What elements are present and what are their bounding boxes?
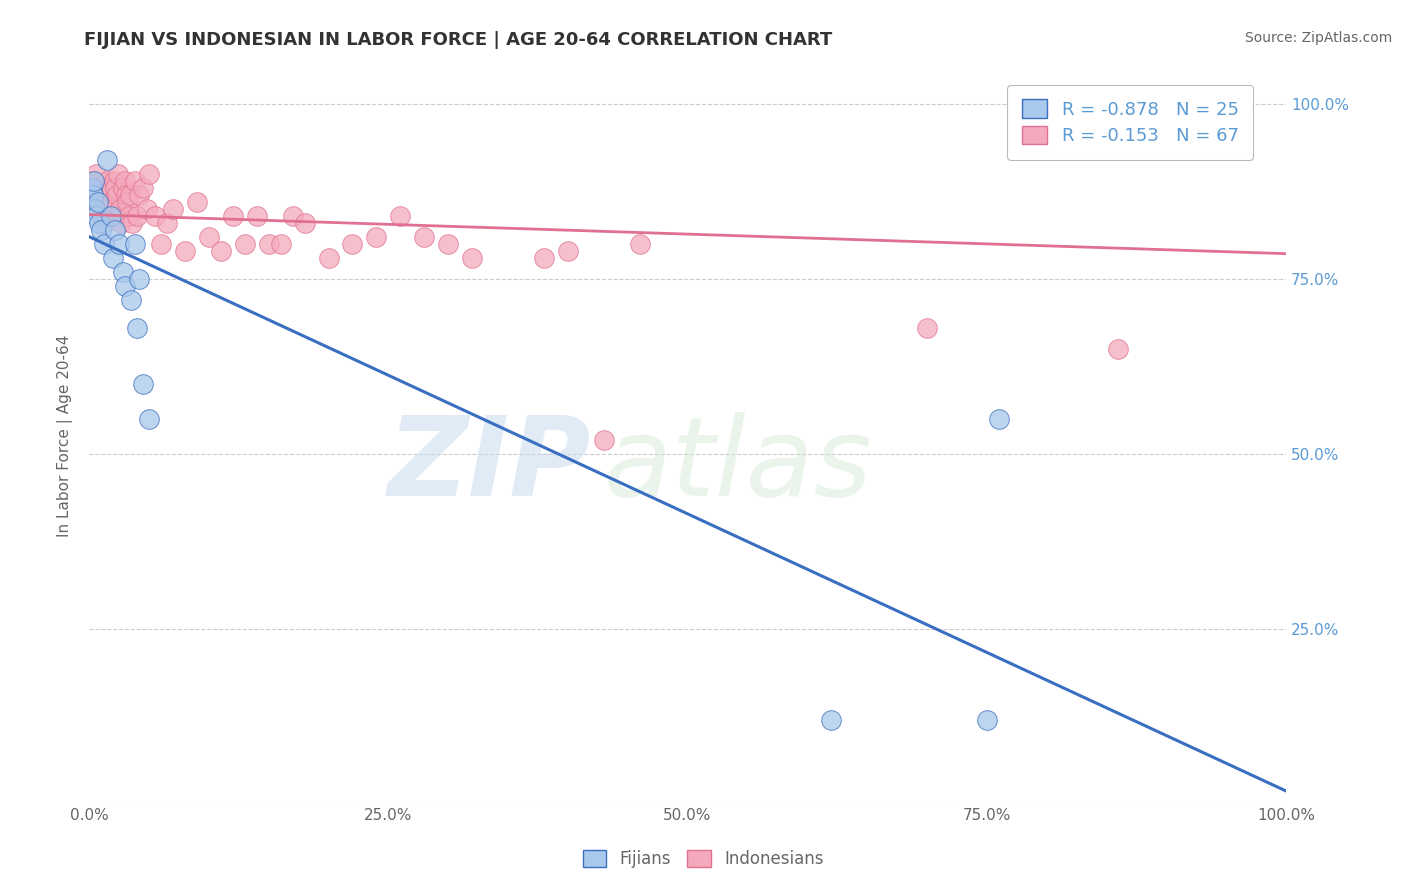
Point bbox=[128, 271, 150, 285]
Point bbox=[80, 180, 103, 194]
Point bbox=[118, 187, 141, 202]
Point bbox=[915, 320, 938, 334]
Point bbox=[257, 236, 280, 251]
Text: Source: ZipAtlas.com: Source: ZipAtlas.com bbox=[1244, 31, 1392, 45]
Point bbox=[125, 209, 148, 223]
Point bbox=[86, 167, 108, 181]
Point bbox=[101, 202, 124, 216]
Point bbox=[162, 202, 184, 216]
Point bbox=[533, 251, 555, 265]
Point bbox=[125, 320, 148, 334]
Point bbox=[149, 236, 172, 251]
Point bbox=[1107, 342, 1129, 356]
Point bbox=[222, 209, 245, 223]
Point bbox=[96, 153, 118, 167]
Point bbox=[93, 236, 115, 251]
Point bbox=[86, 209, 108, 223]
Point bbox=[98, 187, 121, 202]
Point bbox=[110, 215, 132, 229]
Y-axis label: In Labor Force | Age 20-64: In Labor Force | Age 20-64 bbox=[58, 334, 73, 537]
Point bbox=[128, 187, 150, 202]
Point bbox=[987, 411, 1010, 425]
Point bbox=[143, 209, 166, 223]
Legend: R = -0.878   N = 25, R = -0.153   N = 67: R = -0.878 N = 25, R = -0.153 N = 67 bbox=[1007, 85, 1253, 160]
Text: FIJIAN VS INDONESIAN IN LABOR FORCE | AGE 20-64 CORRELATION CHART: FIJIAN VS INDONESIAN IN LABOR FORCE | AG… bbox=[84, 31, 832, 49]
Point bbox=[107, 167, 129, 181]
Point bbox=[110, 202, 132, 216]
Point bbox=[84, 194, 107, 209]
Point bbox=[100, 209, 122, 223]
Point bbox=[82, 180, 104, 194]
Point bbox=[156, 215, 179, 229]
Point bbox=[281, 209, 304, 223]
Point bbox=[209, 244, 232, 258]
Point bbox=[138, 411, 160, 425]
Point bbox=[132, 376, 155, 391]
Point bbox=[108, 209, 131, 223]
Point bbox=[111, 264, 134, 278]
Point bbox=[89, 194, 111, 209]
Point bbox=[93, 194, 115, 209]
Point bbox=[108, 236, 131, 251]
Point bbox=[111, 180, 134, 194]
Point bbox=[366, 229, 388, 244]
Point bbox=[105, 187, 128, 202]
Point bbox=[93, 215, 115, 229]
Text: ZIP: ZIP bbox=[388, 412, 592, 519]
Point bbox=[84, 202, 107, 216]
Point bbox=[342, 236, 364, 251]
Point bbox=[270, 236, 292, 251]
Point bbox=[115, 187, 138, 202]
Point bbox=[437, 236, 460, 251]
Point bbox=[82, 187, 104, 202]
Point bbox=[96, 173, 118, 187]
Point bbox=[124, 236, 146, 251]
Point bbox=[101, 251, 124, 265]
Point bbox=[174, 244, 197, 258]
Point bbox=[97, 180, 120, 194]
Point bbox=[94, 209, 117, 223]
Point bbox=[389, 209, 412, 223]
Point bbox=[628, 236, 651, 251]
Legend: Fijians, Indonesians: Fijians, Indonesians bbox=[576, 843, 830, 875]
Point bbox=[90, 222, 112, 236]
Point bbox=[557, 244, 579, 258]
Point bbox=[294, 215, 316, 229]
Point bbox=[820, 713, 842, 727]
Point bbox=[100, 180, 122, 194]
Point bbox=[976, 713, 998, 727]
Point bbox=[104, 222, 127, 236]
Point bbox=[86, 194, 108, 209]
Point bbox=[124, 173, 146, 187]
Point bbox=[117, 209, 139, 223]
Point bbox=[101, 194, 124, 209]
Point bbox=[86, 180, 108, 194]
Point bbox=[121, 215, 143, 229]
Point bbox=[318, 251, 340, 265]
Point bbox=[83, 173, 105, 187]
Point bbox=[120, 293, 142, 307]
Point bbox=[132, 180, 155, 194]
Point bbox=[80, 173, 103, 187]
Point bbox=[114, 278, 136, 293]
Point bbox=[233, 236, 256, 251]
Point bbox=[138, 167, 160, 181]
Point bbox=[246, 209, 269, 223]
Point bbox=[135, 202, 157, 216]
Point bbox=[198, 229, 221, 244]
Point bbox=[87, 215, 110, 229]
Point bbox=[103, 173, 125, 187]
Point bbox=[91, 209, 114, 223]
Point bbox=[87, 187, 110, 202]
Point bbox=[117, 194, 139, 209]
Point bbox=[186, 194, 208, 209]
Text: atlas: atlas bbox=[603, 412, 872, 519]
Point bbox=[461, 251, 484, 265]
Point bbox=[114, 173, 136, 187]
Point bbox=[104, 180, 127, 194]
Point bbox=[90, 202, 112, 216]
Point bbox=[592, 433, 614, 447]
Point bbox=[83, 187, 105, 202]
Point bbox=[413, 229, 436, 244]
